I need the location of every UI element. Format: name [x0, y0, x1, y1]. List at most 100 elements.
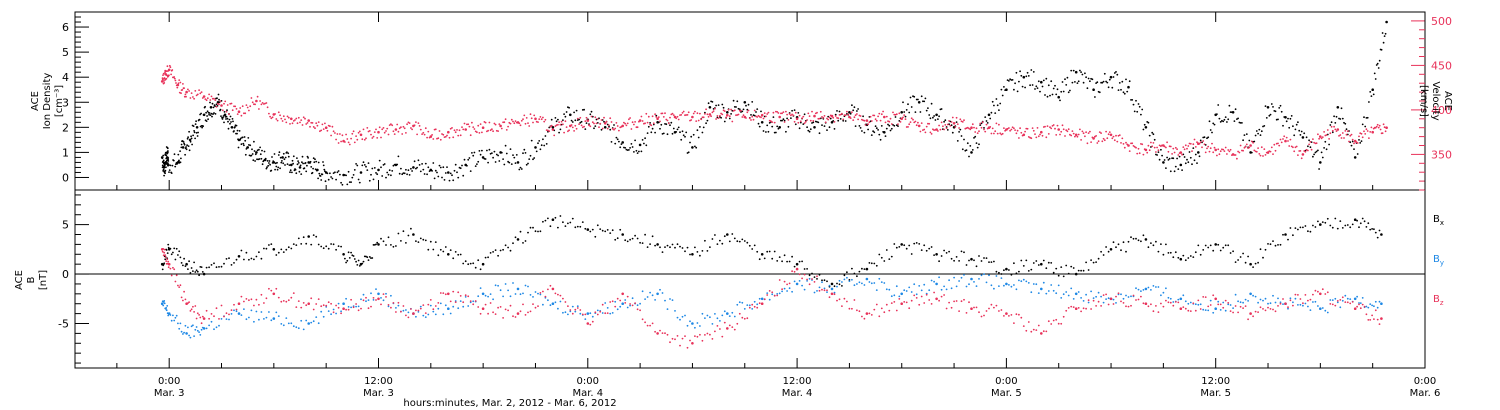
velocity-point: [438, 130, 441, 132]
density-point: [1366, 116, 1369, 119]
bz-point: [282, 300, 285, 302]
bx-point: [619, 228, 622, 231]
velocity-point: [442, 133, 445, 136]
density-point: [1061, 81, 1064, 83]
bx-point: [484, 256, 487, 259]
bz-point: [265, 297, 268, 300]
velocity-point: [692, 112, 695, 115]
by-point: [297, 327, 300, 330]
density-point: [1307, 145, 1309, 148]
by-point: [1309, 309, 1312, 311]
velocity-point: [1318, 137, 1320, 140]
density-point: [917, 98, 919, 101]
bx-point: [918, 243, 921, 245]
bz-point: [1356, 305, 1358, 308]
density-point: [842, 119, 845, 122]
bz-point: [524, 314, 527, 316]
bz-point: [1125, 305, 1127, 308]
density-point: [1138, 105, 1141, 108]
density-point: [1141, 108, 1144, 111]
bx-point: [474, 266, 477, 269]
by-point: [1020, 280, 1023, 283]
bz-point: [1047, 320, 1050, 323]
bx-point: [312, 234, 315, 237]
density-point: [390, 174, 392, 177]
bz-point: [654, 330, 656, 333]
velocity-point: [1242, 149, 1244, 152]
density-point: [1101, 81, 1104, 84]
density-point: [543, 144, 546, 147]
density-point: [208, 112, 211, 114]
velocity-point: [575, 127, 578, 130]
bx-point: [1137, 239, 1140, 242]
density-point: [644, 137, 646, 140]
density-point: [334, 171, 336, 174]
velocity-point: [213, 97, 215, 100]
by-point: [1374, 300, 1377, 303]
velocity-point: [937, 130, 939, 132]
density-point: [728, 117, 731, 120]
density-point: [208, 113, 211, 116]
bz-point: [504, 308, 507, 311]
density-point: [514, 162, 517, 165]
density-point: [1066, 76, 1069, 79]
by-point: [721, 314, 724, 317]
bx-point: [616, 237, 619, 240]
density-point: [306, 164, 308, 167]
velocity-point: [1282, 138, 1284, 140]
xtick-date-label: Mar. 3: [363, 388, 394, 399]
density-point: [1343, 121, 1345, 124]
top-left-ylabel: ACE Ion Density [cm⁻³]: [30, 73, 65, 130]
velocity-point: [417, 122, 420, 124]
by-point: [1115, 302, 1117, 304]
density-point: [186, 137, 189, 140]
bx-point: [368, 256, 371, 258]
density-point: [1037, 80, 1040, 83]
density-point: [894, 116, 897, 118]
velocity-point: [1152, 142, 1155, 144]
velocity-point: [878, 112, 881, 115]
bx-point: [1184, 259, 1187, 262]
top-right-ylabel: ACE Velocity [km/s]: [1418, 81, 1453, 120]
velocity-point: [943, 128, 945, 131]
bz-point: [200, 322, 203, 325]
density-point: [594, 125, 597, 127]
by-point: [162, 304, 165, 307]
by-point: [611, 312, 614, 314]
density-point: [457, 176, 460, 179]
velocity-point: [176, 83, 180, 87]
velocity-point: [603, 116, 605, 119]
velocity-point: [467, 123, 470, 126]
velocity-point: [665, 118, 668, 121]
by-point: [848, 280, 851, 282]
bz-point: [865, 312, 869, 315]
density-point: [1034, 88, 1036, 90]
velocity-point: [990, 132, 993, 135]
bx-point: [210, 264, 213, 266]
top-panel-points: [160, 20, 1388, 186]
bz-point: [192, 305, 194, 308]
velocity-point: [401, 133, 404, 135]
density-point: [677, 126, 680, 129]
density-point: [353, 169, 356, 171]
bx-point: [778, 256, 781, 258]
velocity-point: [930, 133, 933, 135]
density-point: [223, 121, 225, 124]
density-point: [279, 156, 282, 159]
velocity-point: [1165, 146, 1167, 149]
density-point: [647, 125, 650, 128]
velocity-point: [1008, 127, 1010, 129]
velocity-point: [500, 127, 503, 130]
velocity-point: [1334, 128, 1337, 131]
velocity-point: [306, 122, 309, 124]
by-point: [686, 324, 689, 327]
bz-point: [993, 306, 995, 309]
bx-point: [1329, 224, 1332, 227]
density-point: [828, 126, 831, 129]
velocity-point: [173, 77, 176, 80]
density-point: [518, 168, 521, 171]
bz-point: [619, 299, 622, 302]
velocity-point: [978, 130, 980, 133]
density-point: [542, 138, 544, 141]
velocity-point: [902, 116, 904, 119]
